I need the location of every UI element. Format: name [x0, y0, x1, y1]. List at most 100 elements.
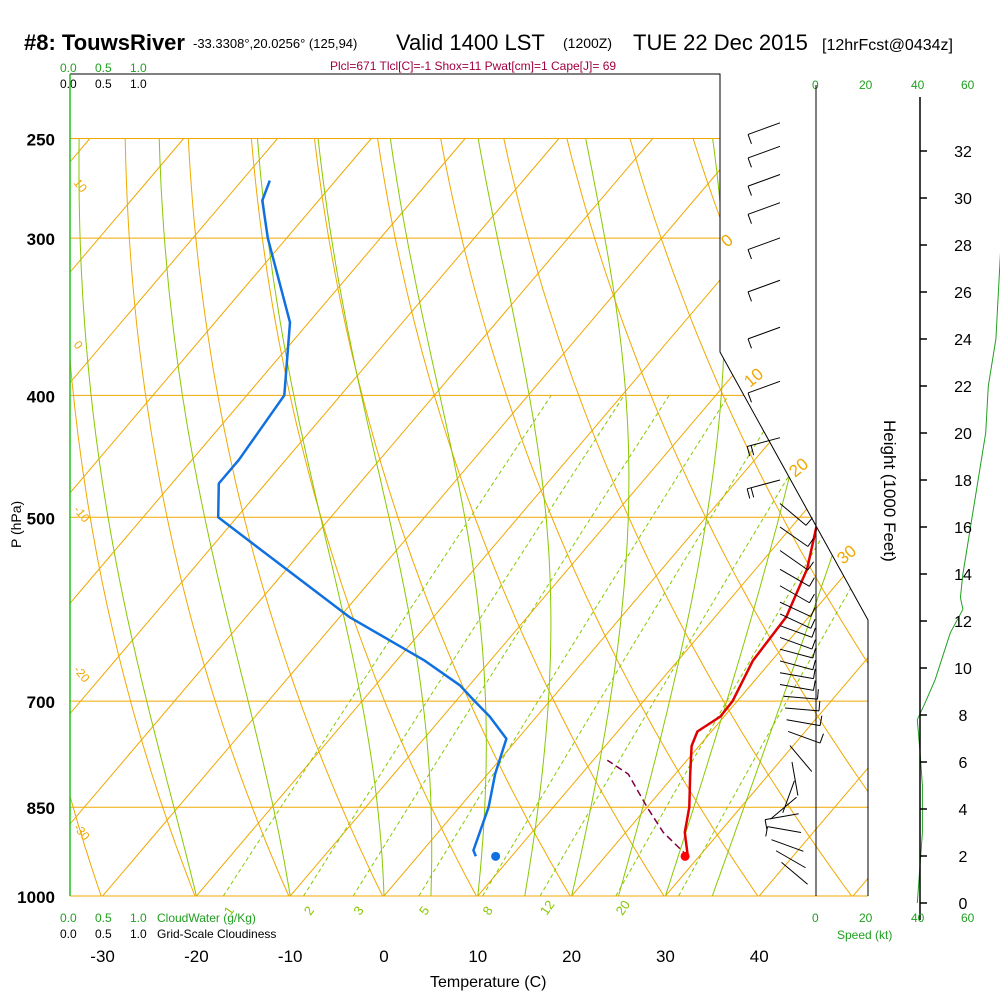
wind-barb	[783, 689, 819, 700]
mixing-ratio-lines	[222, 395, 868, 896]
mixing-ratio-label: 3	[350, 903, 366, 918]
dry-adiabat	[440, 138, 759, 896]
spd-bot-2: 40	[911, 911, 925, 925]
wind-barb-shaft	[785, 707, 820, 712]
wind-barb-shaft	[767, 826, 802, 833]
cloudiness-label: Grid-Scale Cloudiness	[157, 927, 276, 941]
height-tick-label: 12	[954, 614, 972, 631]
wind-barb	[791, 761, 799, 796]
wind-barb-shaft	[779, 613, 812, 629]
wind-barb-shaft	[779, 601, 812, 618]
wind-barb	[779, 625, 816, 638]
height-tick-label: 32	[954, 144, 972, 161]
wind-barbs	[746, 122, 824, 885]
isotherm	[571, 138, 868, 896]
wind-barb	[779, 568, 815, 587]
wind-barb-flag	[747, 134, 752, 144]
sounding-profiles	[216, 180, 840, 861]
wind-barb-shaft	[779, 568, 810, 587]
mixing-ratio-line	[678, 395, 868, 896]
wind-barb-flag	[819, 715, 823, 726]
temperature-tick-label: -20	[184, 947, 209, 966]
sounding-indices: Plcl=671 Tlcl[C]=-1 Shox=11 Pwat[cm]=1 C…	[330, 59, 616, 73]
height-tick-label: 14	[954, 567, 972, 584]
wind-barb	[779, 659, 816, 671]
cloudwater-scale-top: 0.0 0.5 1.0	[60, 61, 147, 75]
pressure-tick-label: 850	[27, 799, 55, 818]
moist-adiabat	[711, 138, 868, 896]
wind-barb-flag	[747, 392, 752, 403]
wind-barb-flag	[809, 593, 815, 603]
wind-barb-shaft	[770, 796, 797, 820]
pressure-tick-label: 250	[27, 131, 55, 150]
cl-bot-1: 0.5	[95, 927, 112, 941]
spd-top-3: 60	[961, 78, 975, 92]
height-tick-label: 10	[954, 661, 972, 678]
height-tick-label: 0	[959, 896, 968, 913]
wind-barb-shaft	[779, 585, 810, 604]
wind-barb	[779, 526, 814, 547]
wind-barb-flag	[819, 733, 824, 744]
wind-barb-flag	[816, 689, 819, 700]
wind-barb-shaft	[779, 550, 809, 571]
speed-scale-top: 0 20 40 60	[812, 78, 975, 92]
dry-adiabat	[818, 138, 868, 896]
height-tick-label: 4	[959, 802, 968, 819]
valid-time: Valid 1400 LST	[396, 30, 545, 55]
isotherm	[665, 138, 868, 896]
wind-barb-flag	[746, 488, 751, 499]
wind-barb	[779, 601, 816, 618]
wind-barb-shaft	[747, 380, 781, 394]
height-tick-label: 20	[954, 426, 972, 443]
parcel-line	[606, 759, 689, 857]
moist-adiabat	[78, 138, 197, 896]
wind-barb	[789, 745, 813, 772]
wind-barb	[765, 826, 802, 837]
dry-adiabat	[124, 138, 290, 896]
wind-barb	[747, 202, 781, 224]
wind-barb-flag	[747, 249, 752, 260]
speed-scale-bottom: 0 20 40 60 Speed (kt)	[812, 911, 975, 942]
temperature-tick-label: 0	[379, 947, 388, 966]
wind-barb	[785, 700, 821, 712]
spd-bot-0: 0	[812, 911, 819, 925]
wind-barb-flag	[809, 577, 815, 587]
isotherm	[852, 138, 868, 896]
wind-barb	[779, 613, 816, 629]
forecast-label: [12hrFcst@0434z]	[822, 37, 953, 54]
height-tick-label: 24	[954, 332, 972, 349]
wind-barb-shaft	[779, 660, 813, 671]
wind-barb	[775, 850, 806, 869]
height-tick-label: 22	[954, 379, 972, 396]
wind-barb-shaft	[779, 683, 814, 691]
wind-barb	[779, 636, 816, 650]
spd-top-1: 20	[859, 78, 873, 92]
wind-barb	[779, 503, 813, 526]
wind-barb-shaft	[747, 279, 781, 293]
dry-adiabat-label: -10	[71, 503, 93, 526]
wind-barb-flag	[807, 538, 814, 547]
pressure-tick-label: 300	[27, 230, 55, 249]
dry-adiabat	[377, 138, 665, 896]
wind-barb-flag	[812, 668, 816, 679]
wind-barb-shaft	[791, 761, 799, 796]
wind-barb	[747, 326, 781, 349]
isotherm	[758, 138, 868, 896]
wind-barb-shaft	[747, 479, 781, 490]
wind-barb	[747, 145, 781, 168]
dry-adiabat	[187, 138, 384, 896]
wind-barb	[779, 648, 816, 659]
wind-barb-shaft	[779, 648, 813, 659]
height-axis-label: Height (1000 Feet)	[880, 420, 899, 562]
pressure-tick-label: 700	[27, 693, 55, 712]
cl-bot-2: 1.0	[130, 927, 147, 941]
cw-bot-0: 0.0	[60, 911, 77, 925]
mixing-ratio-label: 2	[301, 903, 317, 918]
moist-adiabat	[477, 138, 552, 896]
wind-barb-shaft	[787, 730, 821, 744]
wind-barb-shaft	[779, 526, 809, 547]
wind-barb-flag	[812, 648, 816, 659]
wind-barb	[747, 380, 781, 403]
surface-dewpoint-dot	[491, 851, 501, 861]
